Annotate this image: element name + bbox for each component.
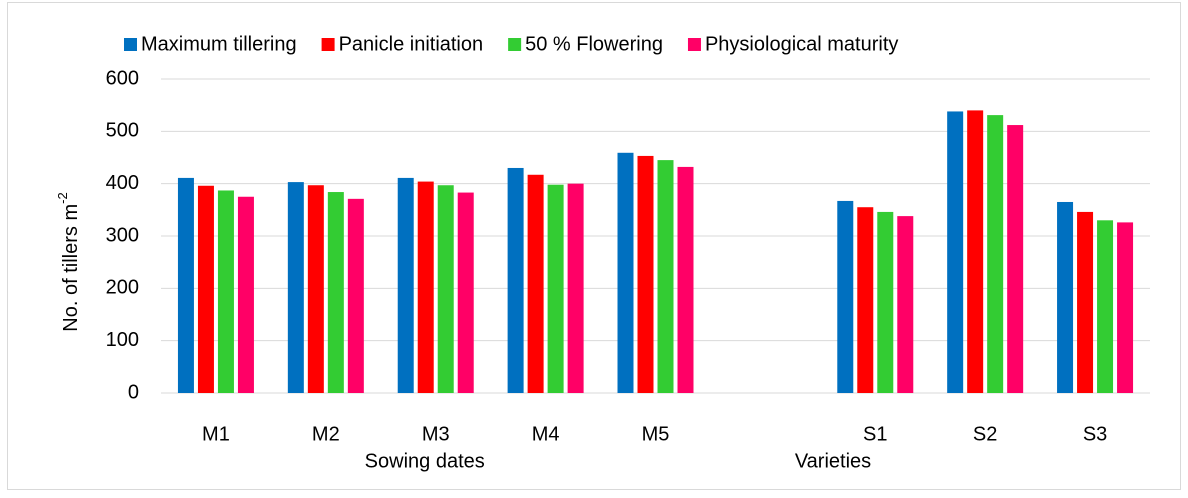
bar — [897, 216, 914, 393]
legend-swatch — [687, 38, 701, 51]
bar — [457, 192, 474, 393]
y-tick-label: 600 — [106, 67, 139, 89]
bar — [1117, 222, 1134, 393]
bar — [547, 184, 564, 393]
x-tick-label: M1 — [202, 423, 230, 445]
bar — [237, 196, 254, 393]
legend-label: Panicle initiation — [339, 33, 484, 55]
bar — [1097, 220, 1114, 393]
y-tick-label: 300 — [106, 224, 139, 246]
bar — [527, 174, 544, 393]
group-label: Varieties — [795, 450, 871, 472]
bar — [987, 115, 1004, 394]
y-tick-label: 200 — [106, 277, 139, 299]
legend-swatch — [508, 38, 522, 51]
x-tick-label: S1 — [863, 423, 887, 445]
y-axis-label-sup: -2 — [55, 192, 70, 204]
y-tick-label: 0 — [128, 381, 139, 403]
legend-swatch — [321, 38, 335, 51]
bar — [857, 207, 874, 393]
bar — [197, 185, 214, 393]
x-tick-label: M5 — [642, 423, 670, 445]
bar — [347, 198, 364, 393]
x-tick-label: M3 — [422, 423, 450, 445]
bar — [287, 182, 304, 393]
bar — [327, 192, 344, 393]
bar — [677, 166, 694, 393]
bar — [217, 190, 234, 393]
y-tick-label: 100 — [106, 329, 139, 351]
bar — [657, 160, 674, 393]
bar — [637, 155, 654, 393]
bar — [947, 111, 964, 394]
bar — [437, 185, 454, 393]
bar — [397, 177, 414, 393]
group-label: Sowing dates — [365, 450, 485, 472]
bar — [177, 177, 194, 393]
bar — [617, 152, 634, 393]
bar — [967, 110, 984, 394]
bar — [567, 183, 584, 393]
x-tick-label: S2 — [973, 423, 997, 445]
x-tick-label: M4 — [532, 423, 560, 445]
legend-label: Physiological maturity — [705, 33, 898, 55]
legend-label: Maximum tillering — [141, 33, 297, 55]
y-tick-label: 400 — [106, 172, 139, 194]
bar — [307, 185, 324, 393]
bar — [1057, 201, 1074, 393]
bar — [1077, 211, 1094, 393]
bar — [837, 200, 854, 393]
legend-label: 50 % Flowering — [525, 33, 663, 55]
y-axis-label: No. of tillers m-2 — [55, 192, 82, 331]
y-axis-label-text: No. of tillers m — [60, 204, 82, 332]
bar — [1007, 125, 1024, 393]
y-tick-label: 500 — [106, 120, 139, 142]
bar — [877, 211, 894, 393]
bar — [417, 181, 434, 393]
bar — [507, 167, 524, 393]
x-tick-label: S3 — [1083, 423, 1107, 445]
legend-swatch — [124, 38, 137, 51]
x-tick-label: M2 — [312, 423, 340, 445]
